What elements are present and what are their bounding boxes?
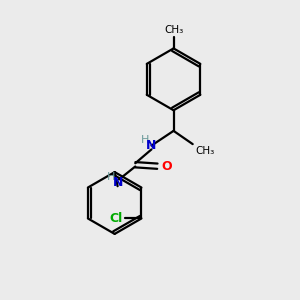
- Text: CH₃: CH₃: [164, 25, 183, 35]
- Text: CH₃: CH₃: [195, 146, 214, 156]
- Text: Cl: Cl: [110, 212, 123, 225]
- Text: N: N: [112, 176, 123, 189]
- Text: H: H: [141, 135, 149, 145]
- Text: O: O: [162, 160, 172, 173]
- Text: N: N: [146, 139, 157, 152]
- Text: H: H: [107, 172, 115, 182]
